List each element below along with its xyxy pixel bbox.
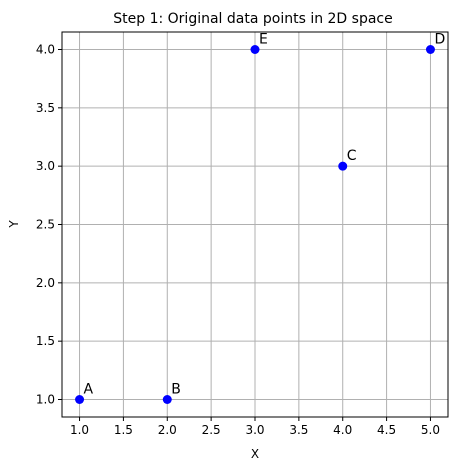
x-tick-label: 1.5	[114, 423, 133, 437]
point-label-d: D	[434, 32, 445, 48]
point-label-e: E	[259, 32, 268, 48]
x-tick-label: 5.0	[421, 423, 440, 437]
y-tick-label: 1.5	[36, 334, 55, 348]
data-point-e	[250, 45, 260, 54]
y-tick-label: 4.0	[36, 43, 55, 57]
x-tick-label: 2.5	[202, 423, 221, 437]
x-tick-label: 4.5	[377, 423, 396, 437]
x-tick-label: 3.5	[289, 423, 308, 437]
y-axis-label: Y	[7, 220, 21, 229]
point-label-c: C	[347, 148, 357, 164]
data-point-d	[425, 45, 435, 54]
point-label-b: B	[171, 382, 181, 398]
grid	[62, 32, 448, 417]
data-point-c	[338, 161, 348, 171]
data-points: A B C D E	[75, 32, 445, 404]
y-tick-label: 2.5	[36, 218, 55, 232]
y-tick-label: 3.5	[36, 101, 55, 115]
x-tick-label: 2.0	[158, 423, 177, 437]
y-tick-label: 2.0	[36, 276, 55, 290]
x-axis-ticks: 1.0 1.5 2.0 2.5 3.0 3.5 4.0 4.5 5.0	[70, 417, 440, 437]
x-tick-label: 1.0	[70, 423, 89, 437]
data-point-b	[162, 395, 172, 404]
chart-title: Step 1: Original data points in 2D space	[113, 11, 393, 27]
plot-frame	[61, 31, 449, 418]
y-axis-ticks: 1.0 1.5 2.0 2.5 3.0 3.5 4.0	[36, 43, 62, 407]
y-tick-label: 3.0	[36, 159, 55, 173]
point-label-a: A	[84, 382, 94, 398]
x-tick-label: 3.0	[245, 423, 264, 437]
y-tick-label: 1.0	[36, 393, 55, 407]
data-point-a	[75, 395, 85, 404]
x-tick-label: 4.0	[333, 423, 352, 437]
x-axis-label: X	[251, 447, 259, 461]
